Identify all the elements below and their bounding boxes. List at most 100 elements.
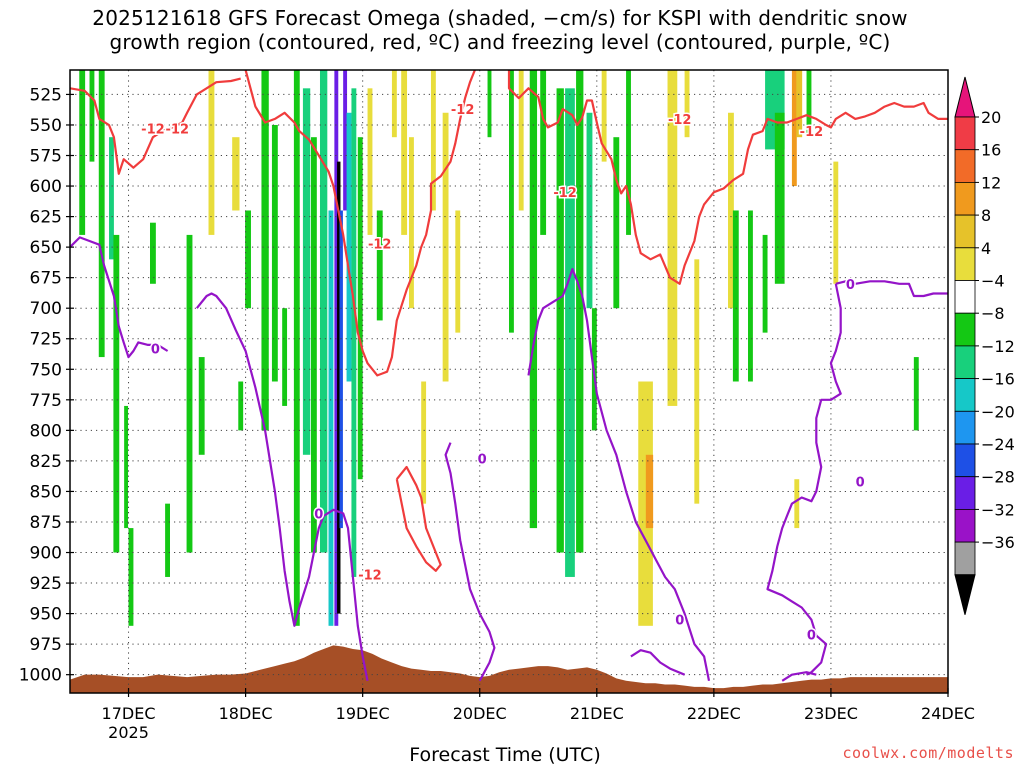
colorbar-label-0: 20 (981, 108, 1001, 127)
omega-cell-31 (376, 210, 383, 321)
x-tick-label-20DEC: 20DEC (453, 704, 507, 723)
y-tick-label-675: 675 (30, 269, 62, 289)
x-year-label: 2025 (108, 723, 149, 742)
x-tick-label-22DEC: 22DEC (687, 704, 741, 723)
colorbar-label-13: −36 (981, 533, 1015, 552)
omega-cell-24 (337, 161, 341, 614)
omega-cell-68 (913, 357, 919, 431)
omega-cell-51 (626, 70, 631, 235)
omega-cell-6 (128, 528, 134, 626)
omega-cell-1 (89, 70, 95, 162)
omega-cell-8 (165, 503, 170, 577)
omega-cell-50 (613, 137, 620, 309)
omega-cell-17 (282, 308, 288, 406)
omega-cell-23 (334, 70, 339, 626)
colorbar-label-12: −32 (981, 500, 1015, 519)
colorbar-label-2: 12 (981, 173, 1001, 192)
omega-cell-12 (232, 137, 240, 211)
colorbar-swatch-4 (954, 247, 976, 281)
omega-cell-11 (208, 70, 215, 235)
y-tick-label-825: 825 (30, 452, 62, 472)
omega-cell-60 (762, 234, 768, 333)
freezing-level-contour-2 (444, 442, 496, 682)
colorbar-label-3: 8 (981, 206, 991, 225)
x-tick-label-17DEC: 17DEC (102, 704, 156, 723)
omega-cell-16 (271, 124, 278, 382)
terrain-layer (70, 645, 948, 693)
omega-cell-7 (149, 222, 156, 284)
omega-cell-27 (346, 112, 352, 382)
y-tick-label-975: 975 (30, 635, 62, 655)
omega-cell-19 (302, 88, 311, 455)
y-tick-label-525: 525 (30, 85, 62, 105)
omega-cell-52 (638, 381, 653, 626)
contour-label-11: 0 (675, 614, 684, 629)
colorbar: 20 16 12 8 4 −4 −8 −12 −16 −20 −24 −28 −32 −36 (954, 76, 1015, 615)
colorbar-label-8: −16 (981, 370, 1015, 389)
omega-cell-49 (601, 70, 607, 162)
contour-label-6: -12 (800, 125, 824, 140)
y-tick-label-650: 650 (30, 238, 62, 258)
omega-cell-43 (540, 70, 547, 235)
colorbar-label-1: 16 (981, 141, 1001, 160)
x-tick-label-24DEC: 24DEC (921, 704, 975, 723)
omega-shading-layer (79, 70, 919, 626)
colorbar-swatch-13 (954, 541, 976, 576)
dgz-contours-layer (70, 70, 948, 572)
omega-cell-45 (565, 88, 575, 577)
omega-cell-21 (319, 70, 328, 553)
omega-cell-33 (401, 70, 408, 235)
x-tick-label-21DEC: 21DEC (570, 704, 624, 723)
colorbar-label-7: −12 (981, 337, 1015, 356)
omega-cell-30 (367, 88, 373, 235)
dgz-contour-1 (244, 70, 476, 377)
omega-cell-20 (310, 137, 317, 553)
omega-cell-56 (694, 259, 700, 504)
omega-cell-59 (748, 210, 753, 382)
contour-label-12: 0 (807, 628, 816, 643)
omega-cell-15 (261, 70, 269, 431)
colorbar-swatch-11 (954, 476, 976, 510)
colorbar-label-5: −4 (981, 272, 1005, 291)
contour-label-4: -12 (553, 186, 577, 201)
y-tick-label-550: 550 (30, 116, 62, 136)
contour-label-13: 0 (846, 278, 855, 293)
omega-cell-41 (518, 70, 524, 211)
omega-cell-47 (586, 112, 593, 309)
contour-label-9: 0 (314, 507, 323, 522)
credit-text: coolwx.com/modelts (842, 744, 1014, 762)
y-tick-label-750: 750 (30, 360, 62, 380)
y-tick-label-950: 950 (30, 605, 62, 625)
grid-layer (70, 70, 949, 693)
chart-title-line-1: 2025121618 GFS Forecast Omega (shaded, −… (92, 6, 908, 30)
contour-label-10: 0 (478, 452, 487, 467)
omega-cell-44 (556, 88, 564, 553)
omega-cell-55 (684, 70, 690, 138)
y-tick-label-1000: 1000 (19, 666, 62, 686)
contour-label-0: -12 (141, 123, 165, 138)
omega-cell-14 (245, 210, 251, 309)
y-tick-label-775: 775 (30, 391, 62, 411)
contour-label-2: -12 (368, 237, 392, 252)
omega-cell-58 (732, 210, 739, 382)
omega-cell-28 (351, 88, 357, 577)
freezing-level-contour-4 (630, 649, 686, 676)
freezing-level-contour-3 (527, 268, 711, 682)
colorbar-swatch-3 (954, 214, 976, 249)
contour-label-1: -12 (166, 123, 190, 138)
omega-cell-5 (124, 405, 129, 529)
plot-frame (69, 69, 949, 694)
freezing-level-contour-0 (70, 236, 169, 359)
y-tick-label-600: 600 (30, 177, 62, 197)
freezing-level-contour-1 (195, 292, 369, 682)
x-tick-label-18DEC: 18DEC (219, 704, 273, 723)
omega-cell-39 (487, 70, 492, 138)
omega-cell-36 (430, 70, 436, 211)
colorbar-label-4: 4 (981, 239, 991, 258)
y-tick-label-900: 900 (30, 544, 62, 564)
dgz-contour-3 (395, 465, 442, 572)
colorbar-swatch-5 (954, 280, 976, 314)
omega-cell-62 (774, 112, 785, 284)
